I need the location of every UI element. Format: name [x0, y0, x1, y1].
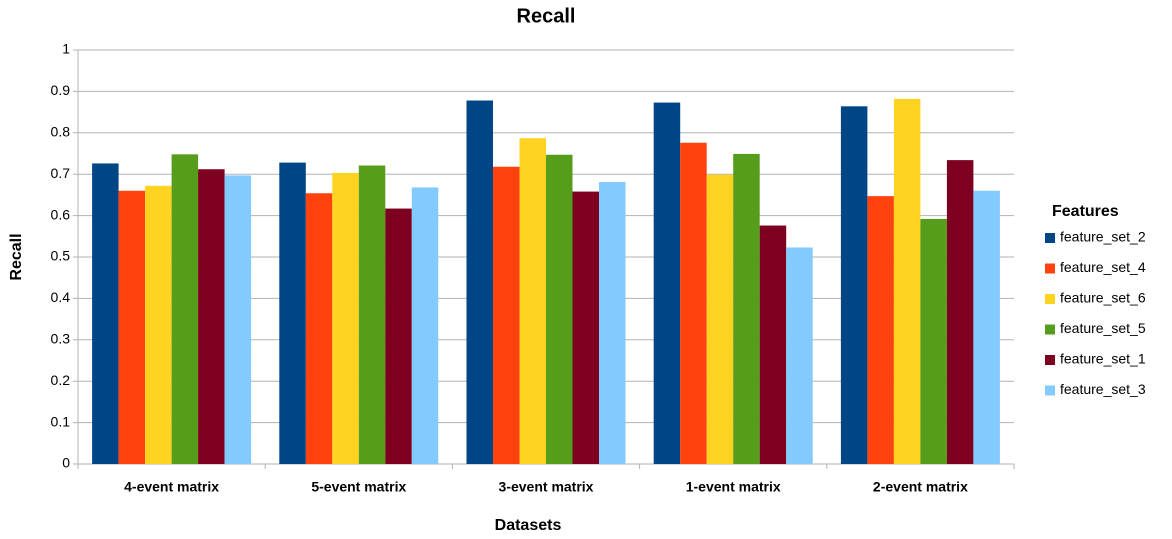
bar — [599, 182, 626, 465]
x-tick-label: 2-event matrix — [873, 479, 968, 495]
y-tick-label: 0 — [62, 455, 70, 471]
legend-swatch — [1045, 263, 1055, 274]
bar — [493, 166, 520, 465]
bar — [572, 191, 599, 464]
x-tick-label: 1-event matrix — [686, 479, 781, 495]
bar — [224, 175, 252, 464]
bar — [706, 174, 734, 464]
bar — [893, 98, 921, 465]
y-axis-title: Recall — [8, 233, 25, 280]
x-axis-title: Datasets — [495, 517, 562, 534]
legend-label: feature_set_4 — [1060, 259, 1146, 275]
legend-swatch — [1045, 355, 1055, 365]
legend-label: feature_set_3 — [1060, 381, 1146, 397]
bar — [145, 185, 172, 465]
x-tick-label: 3-event matrix — [499, 479, 594, 495]
legend-swatch — [1045, 324, 1055, 335]
bar — [733, 153, 760, 464]
x-tick-label: 4-event matrix — [124, 479, 219, 495]
y-tick-label: 0.2 — [51, 372, 71, 388]
bar — [786, 247, 813, 464]
y-tick-label: 0.4 — [51, 289, 71, 305]
y-tick-label: 0.8 — [51, 124, 71, 140]
bar — [305, 193, 333, 464]
y-tick-label: 0.1 — [51, 413, 71, 429]
bar — [973, 190, 1000, 464]
legend-label: feature_set_5 — [1060, 320, 1146, 336]
bar — [118, 190, 146, 464]
bar — [680, 142, 707, 464]
bar — [546, 154, 573, 464]
bar — [92, 163, 119, 464]
bar — [653, 102, 681, 464]
legend-label: feature_set_6 — [1060, 290, 1146, 306]
legend-swatch — [1045, 233, 1055, 243]
x-tick-label: 5-event matrix — [311, 479, 406, 495]
y-tick-label: 0.7 — [51, 165, 71, 181]
y-tick-label: 0.5 — [51, 248, 71, 264]
bar — [867, 196, 894, 464]
bar — [411, 187, 439, 464]
bar — [759, 225, 787, 464]
bar — [358, 165, 386, 465]
bar — [840, 106, 868, 464]
bar — [466, 100, 493, 465]
bar — [385, 208, 412, 464]
legend-title: Features — [1052, 203, 1119, 220]
legend-swatch — [1045, 294, 1055, 304]
legend-swatch — [1045, 385, 1055, 396]
y-tick-label: 0.3 — [51, 331, 71, 347]
y-tick-label: 0.6 — [51, 206, 71, 222]
bar — [519, 138, 546, 464]
bar — [946, 160, 974, 464]
bar — [198, 169, 225, 464]
y-tick-label: 1 — [62, 41, 70, 57]
legend-label: feature_set_1 — [1060, 351, 1146, 367]
bar — [920, 218, 947, 464]
legend-label: feature_set_2 — [1060, 229, 1146, 245]
bar — [279, 162, 306, 464]
y-tick-label: 0.9 — [51, 82, 71, 98]
bar — [332, 172, 359, 464]
bar — [171, 154, 199, 464]
chart-title: Recall — [517, 5, 576, 27]
